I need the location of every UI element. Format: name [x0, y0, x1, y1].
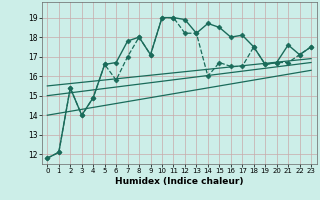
- X-axis label: Humidex (Indice chaleur): Humidex (Indice chaleur): [115, 177, 244, 186]
